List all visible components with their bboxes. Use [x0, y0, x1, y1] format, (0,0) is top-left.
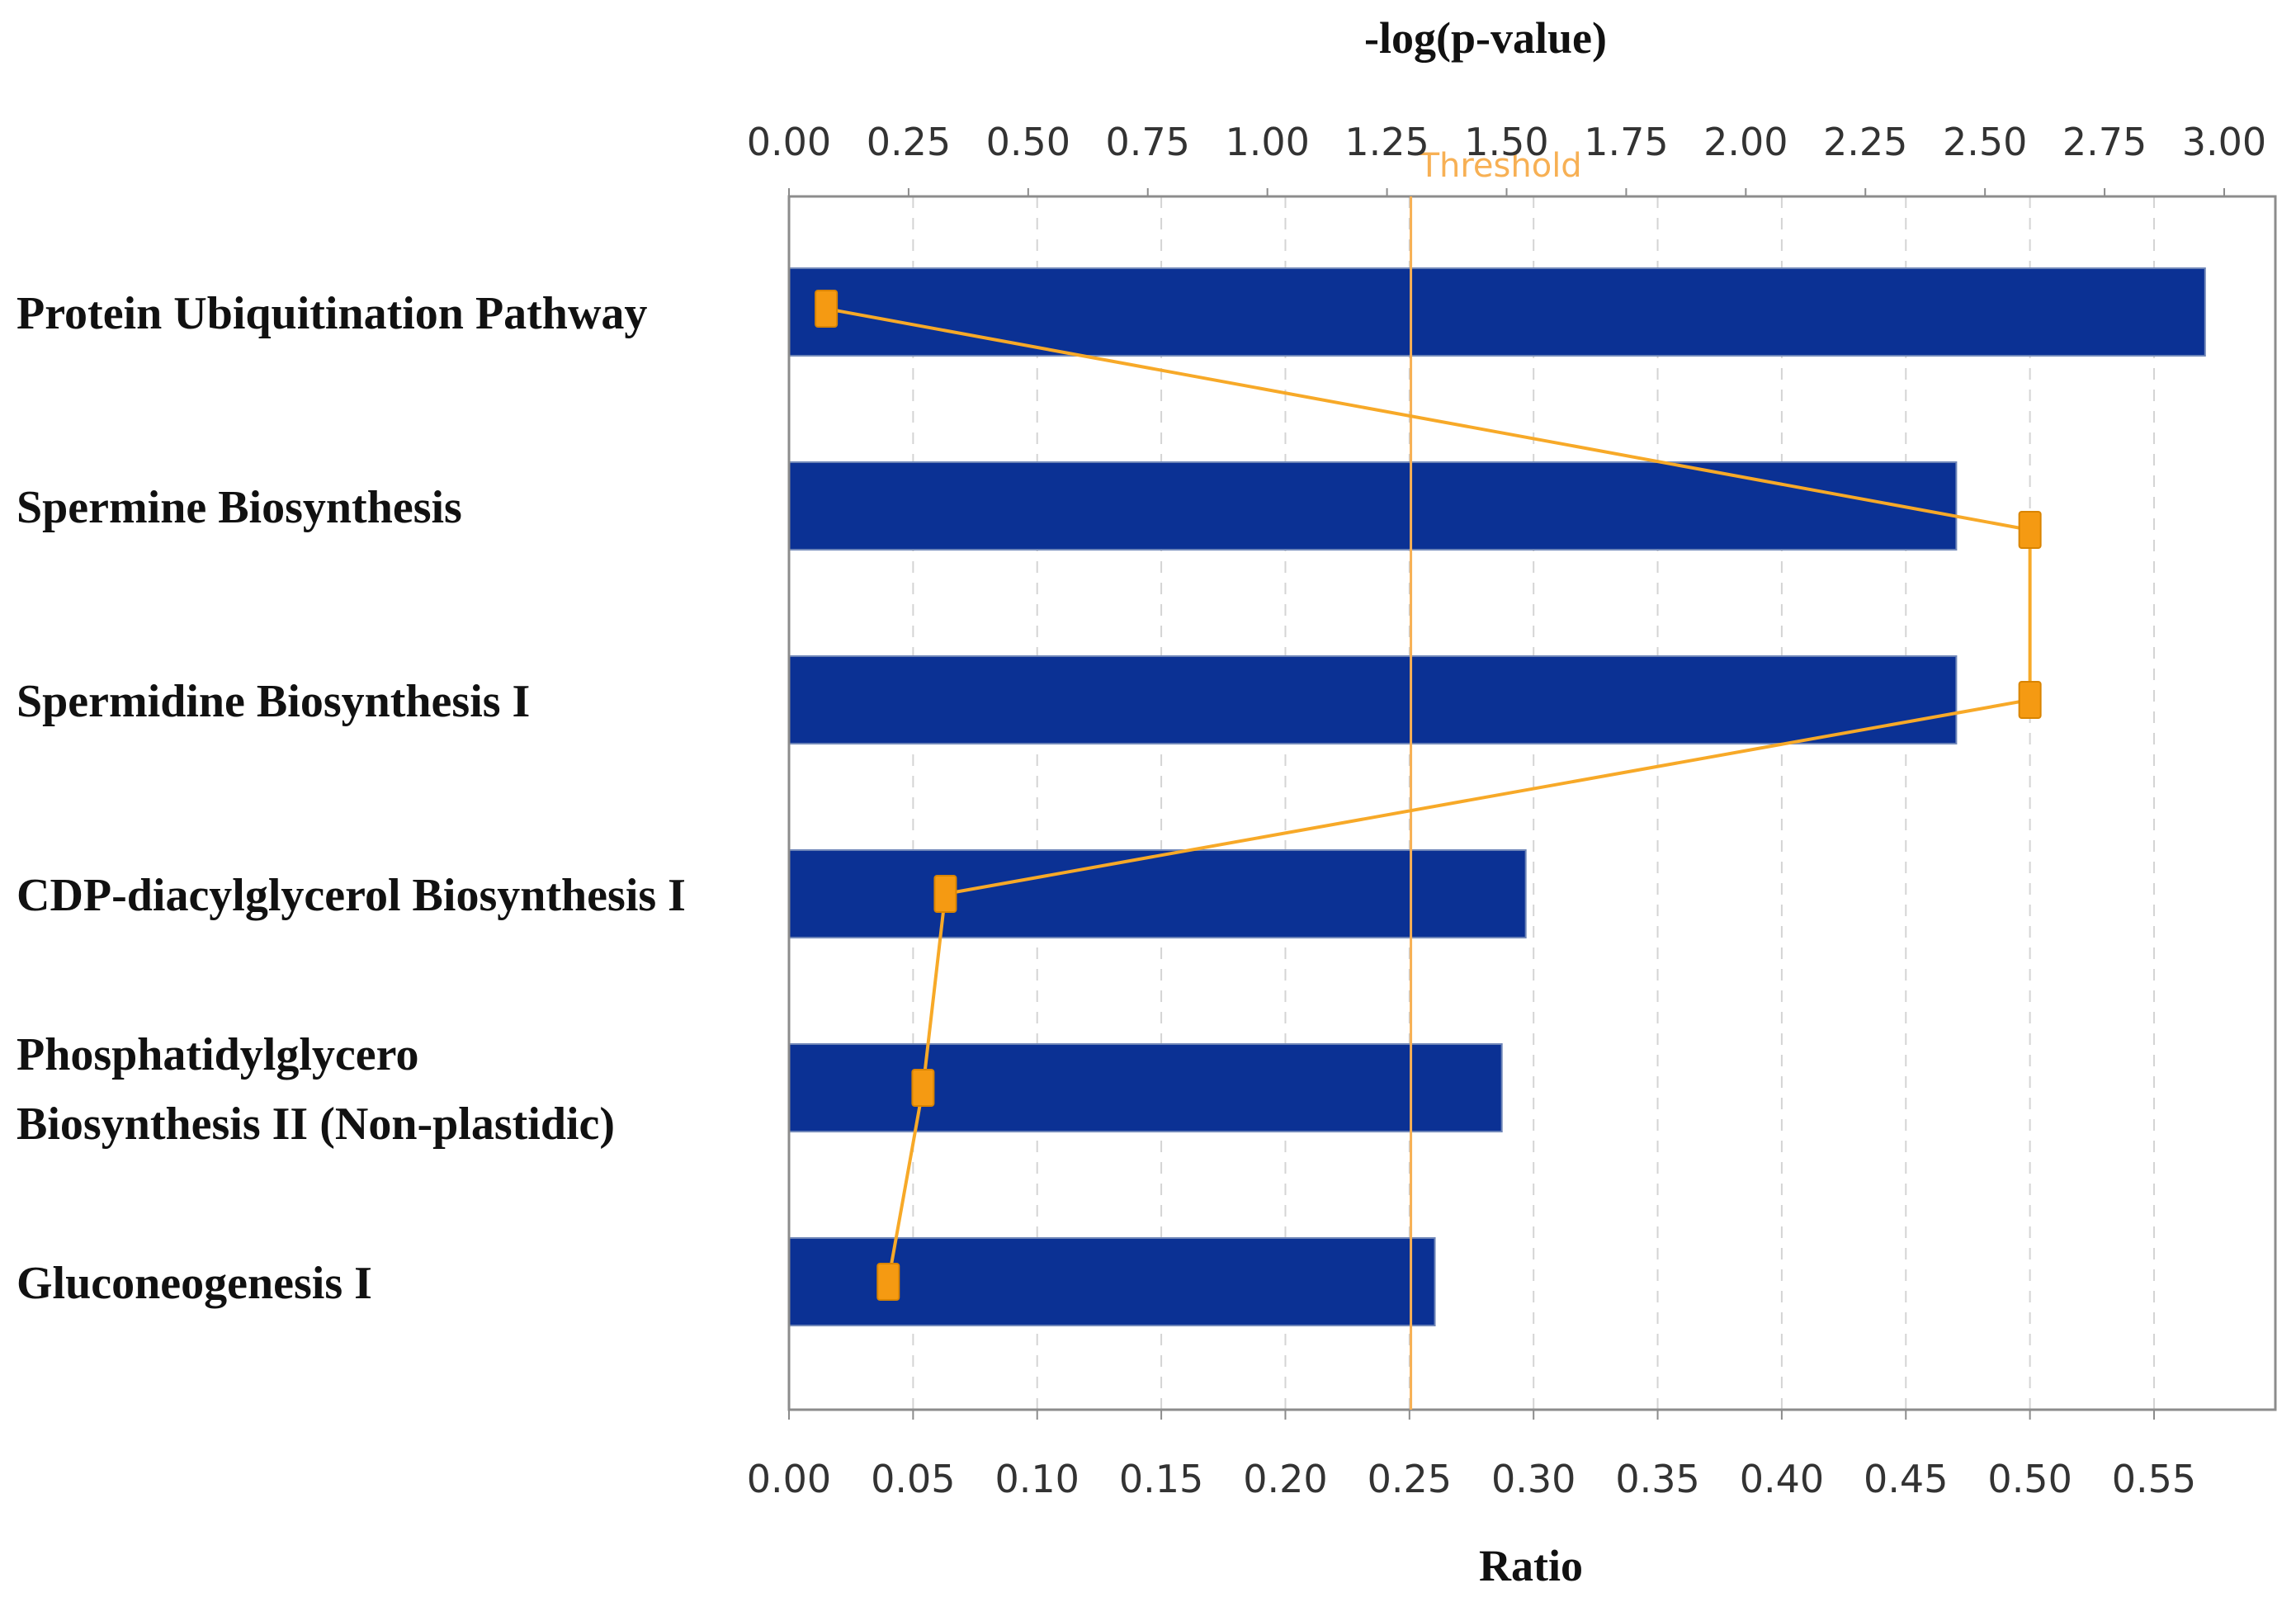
- bottom-tick-label: 0.15: [1119, 1457, 1203, 1501]
- bottom-tick-label: 0.05: [871, 1457, 955, 1501]
- top-tick-label: 0.25: [867, 120, 951, 164]
- bottom-tick-label: 0.25: [1368, 1457, 1452, 1501]
- top-tick-label: 0.75: [1106, 120, 1190, 164]
- bottom-tick-label: 0.10: [995, 1457, 1079, 1501]
- bottom-tick-label: 0.55: [2112, 1457, 2196, 1501]
- threshold-layer: Threshold: [1410, 147, 1582, 1410]
- bottom-axis-ticks: 0.00 0.05 0.10 0.15 0.20 0.25 0.30 0.35 0.40 0.45…: [747, 1410, 2196, 1501]
- top-tick-label: 0.50: [986, 120, 1070, 164]
- ratio-marker: [815, 290, 839, 328]
- category-label: Phosphatidylglycero: [17, 1029, 418, 1080]
- bottom-tick-label: 0.45: [1864, 1457, 1948, 1501]
- category-label: Spermine Biosynthesis: [17, 482, 462, 533]
- ratio-marker: [911, 1069, 935, 1107]
- top-tick-label: 1.25: [1344, 120, 1429, 164]
- top-tick-label: 2.50: [1943, 120, 2027, 164]
- threshold-label: Threshold: [1419, 147, 1582, 185]
- top-tick-label: 1.50: [1464, 120, 1548, 164]
- ratio-marker: [2018, 511, 2042, 549]
- top-tick-label: 0.00: [747, 120, 831, 164]
- ratio-line-layer: [815, 290, 2042, 1301]
- bar: [788, 267, 2206, 357]
- top-tick-label: 2.25: [1823, 120, 1907, 164]
- category-labels: Protein Ubiquitination Pathway Spermine B…: [17, 288, 686, 1309]
- ratio-marker: [2018, 681, 2042, 719]
- bar: [788, 655, 1958, 744]
- top-axis-ticks: 0.00 0.25 0.50 0.75 1.00 1.25 1.50 1.75 2.00 2.25…: [747, 120, 2266, 196]
- bar: [788, 849, 1527, 938]
- grid-layer: [912, 196, 2155, 1410]
- top-tick-label: 3.00: [2182, 120, 2266, 164]
- ratio-marker: [933, 875, 957, 913]
- category-label: Spermidine Biosynthesis I: [17, 676, 530, 727]
- bottom-tick-label: 0.50: [1987, 1457, 2072, 1501]
- category-label: Gluconeogenesis I: [17, 1258, 372, 1309]
- category-label: CDP-diacylglycerol Biosynthesis I: [17, 870, 686, 921]
- bottom-tick-label: 0.20: [1243, 1457, 1327, 1501]
- bottom-tick-label: 0.30: [1491, 1457, 1576, 1501]
- top-tick-label: 2.75: [2062, 120, 2147, 164]
- bottom-tick-label: 0.40: [1740, 1457, 1824, 1501]
- category-label: Protein Ubiquitination Pathway: [17, 288, 647, 339]
- top-axis-title: -log(p-value): [1364, 13, 1607, 63]
- bar: [788, 461, 1958, 551]
- bottom-tick-label: 0.00: [747, 1457, 831, 1501]
- bottom-tick-label: 0.35: [1615, 1457, 1699, 1501]
- ratio-line: [825, 307, 2032, 1283]
- top-tick-label: 1.75: [1584, 120, 1668, 164]
- category-label: Biosynthesis II (Non-plastidic): [17, 1099, 615, 1150]
- bottom-axis-title: Ratio: [1479, 1541, 1583, 1590]
- top-tick-label: 2.00: [1703, 120, 1788, 164]
- top-tick-label: 1.00: [1225, 120, 1309, 164]
- bar: [788, 1043, 1503, 1132]
- plot-frame: [787, 195, 2277, 1411]
- ratio-marker: [876, 1263, 900, 1301]
